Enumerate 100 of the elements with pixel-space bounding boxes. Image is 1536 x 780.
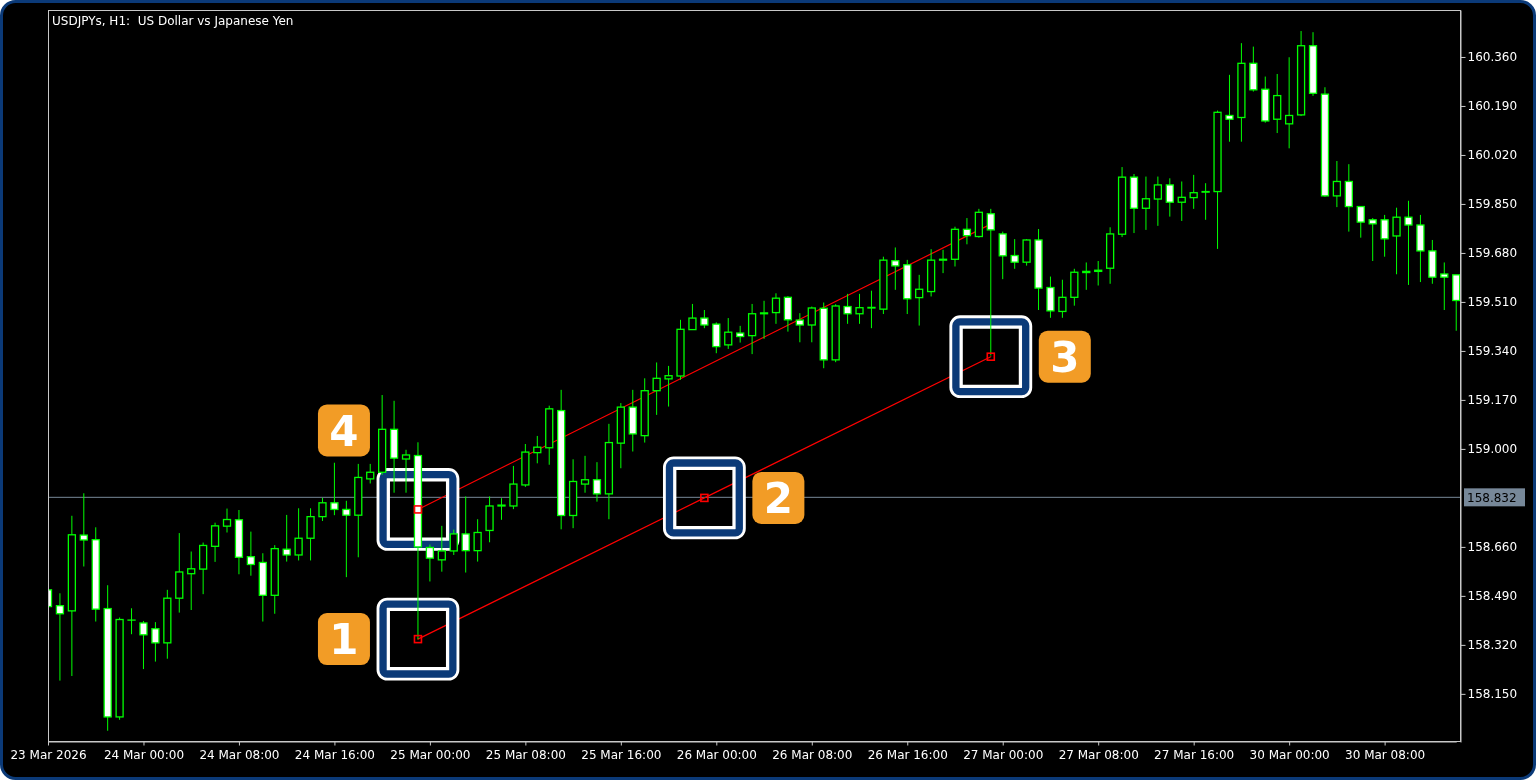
- x-tick-label: 26 Mar 08:00: [772, 748, 853, 763]
- candlestick: [1153, 176, 1163, 227]
- x-tick-label: 24 Mar 16:00: [294, 748, 375, 763]
- annotation: 2: [763, 474, 793, 524]
- number-badge: 3: [1038, 330, 1091, 383]
- y-tick-label: 159.170: [1467, 393, 1518, 408]
- x-tick-label: 26 Mar 00:00: [676, 748, 757, 763]
- candlestick: [724, 317, 733, 350]
- candlestick: [139, 620, 148, 670]
- candlestick: [962, 217, 972, 245]
- y-tick-label: 158.320: [1467, 638, 1518, 653]
- candlestick: [425, 544, 435, 582]
- candlestick: [867, 290, 876, 329]
- point: [986, 352, 996, 361]
- candlestick: [1332, 160, 1342, 208]
- candlestick: [843, 293, 852, 325]
- candlestick: [401, 449, 411, 494]
- candlestick: [688, 303, 697, 331]
- candlestick: [187, 551, 196, 611]
- candlestick: [1022, 238, 1031, 267]
- candlestick: [1225, 74, 1234, 143]
- candlestick: [294, 507, 303, 561]
- candlestick: [771, 292, 781, 325]
- candlestick: [807, 306, 816, 343]
- x-tick-label: 25 Mar 00:00: [390, 748, 471, 763]
- annotation: 1: [329, 615, 359, 665]
- y-tick-label: 159.340: [1467, 344, 1518, 359]
- candlestick: [1141, 176, 1151, 231]
- candlestick: [461, 495, 470, 574]
- candlestick: [1010, 238, 1019, 270]
- x-tick-label: 30 Mar 08:00: [1345, 748, 1426, 763]
- number-badge: 2: [752, 471, 805, 524]
- candlestick: [712, 321, 721, 354]
- candlestick: [330, 462, 339, 516]
- annotation: 4: [329, 406, 359, 456]
- y-tick-label: 159.850: [1467, 197, 1518, 212]
- candlestick: [915, 274, 924, 327]
- candlestick: [891, 246, 900, 291]
- candlestick: [1356, 205, 1365, 239]
- point: [413, 505, 423, 514]
- candlestick: [592, 461, 602, 503]
- x-tick-label: 25 Mar 16:00: [581, 748, 662, 763]
- candlestick: [783, 295, 793, 333]
- x-tick-label: 25 Mar 08:00: [485, 748, 566, 763]
- ref-line-label: 158.832: [1467, 490, 1517, 505]
- candlestick: [1177, 180, 1186, 222]
- candlestick: [151, 621, 160, 663]
- x-tick-label: 30 Mar 00:00: [1249, 748, 1330, 763]
- annotation: 3: [1050, 332, 1080, 382]
- y-tick-label: 159.680: [1467, 246, 1518, 261]
- x-tick-label: 26 Mar 16:00: [867, 748, 948, 763]
- candlestick: [1058, 279, 1067, 319]
- x-tick-label: 27 Mar 08:00: [1058, 748, 1139, 763]
- candlestick: [855, 293, 864, 325]
- y-tick-label: 159.510: [1467, 295, 1518, 310]
- candlestick: [449, 529, 458, 556]
- number-badge: 4: [317, 404, 370, 457]
- candlestick: [700, 309, 709, 329]
- candlestick: [747, 303, 757, 355]
- candlestick: [55, 592, 65, 682]
- y-tick-label: 159.000: [1467, 442, 1518, 457]
- candlestick: [1273, 73, 1282, 134]
- candlestick: [759, 300, 769, 340]
- candlestick: [1046, 276, 1055, 319]
- candlestick: [1440, 261, 1449, 311]
- number-badge: 1: [317, 613, 370, 666]
- x-tick-label: 24 Mar 08:00: [199, 748, 280, 763]
- candlestick: [79, 492, 88, 567]
- candlestick: [222, 508, 232, 533]
- candlestick: [1165, 177, 1174, 218]
- y-tick-label: 160.020: [1467, 148, 1518, 163]
- candlestick: [306, 507, 315, 561]
- candlestick: [198, 542, 208, 595]
- candlestick: [437, 525, 446, 573]
- candlestick: [1404, 200, 1413, 286]
- y-tick-label: 160.190: [1467, 99, 1518, 114]
- candlestick: [509, 465, 518, 510]
- candlestick: [473, 518, 482, 563]
- candlestick: [1189, 174, 1198, 210]
- candlestick: [1201, 182, 1210, 221]
- candlestick: [652, 361, 661, 416]
- candlestick: [127, 607, 136, 635]
- x-tick-label: 27 Mar 16:00: [1154, 748, 1235, 763]
- candlestick: [664, 365, 673, 408]
- chart-title: USDJPYs, H1: US Dollar vs Japanese Yen: [52, 14, 294, 28]
- candlestick: [795, 312, 804, 343]
- candlestick: [282, 514, 291, 563]
- candlestick: [342, 500, 351, 578]
- candlestick: [1368, 217, 1377, 262]
- candlestick: [1392, 207, 1401, 275]
- candlestick: [366, 463, 375, 484]
- point: [700, 493, 709, 503]
- y-tick-label: 158.660: [1467, 540, 1518, 555]
- point: [413, 634, 423, 644]
- x-tick-label: 24 Mar 00:00: [103, 748, 185, 763]
- candlestick: [1380, 214, 1389, 258]
- candlestick: [210, 522, 220, 563]
- x-tick-label: 23 Mar 2026: [10, 748, 87, 763]
- candlestick: [246, 531, 256, 577]
- candlestick: [998, 231, 1007, 280]
